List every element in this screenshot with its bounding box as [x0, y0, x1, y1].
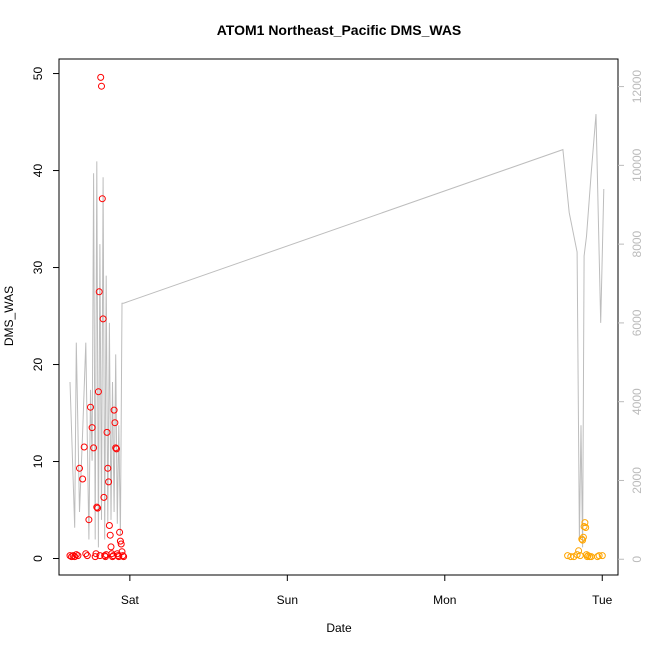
data-point — [584, 552, 592, 560]
y2-tick-label: 0 — [630, 556, 644, 563]
data-point — [101, 552, 109, 560]
x-tick-label: Sat — [121, 593, 140, 607]
data-point — [85, 516, 93, 524]
data-point — [575, 547, 583, 555]
y2-tick-label: 8000 — [630, 230, 644, 257]
x-tick-label: Sun — [277, 593, 298, 607]
data-point — [579, 533, 587, 541]
data-point — [573, 551, 581, 559]
y-tick-label: 10 — [31, 455, 45, 469]
data-point — [107, 543, 115, 551]
y-tick-label: 40 — [31, 164, 45, 178]
data-point — [88, 424, 96, 432]
data-point — [582, 524, 590, 531]
data-point — [97, 73, 105, 81]
data-point — [95, 288, 103, 296]
data-point — [112, 444, 120, 452]
data-point — [94, 388, 102, 396]
secondary-series-line — [69, 114, 605, 548]
x-axis-label: Date — [326, 621, 352, 635]
plot-frame — [58, 58, 619, 576]
data-point — [79, 475, 87, 483]
data-point — [74, 552, 82, 560]
data-point — [98, 195, 106, 203]
data-point — [94, 504, 102, 512]
data-point — [93, 503, 101, 511]
y2-tick-label: 2000 — [630, 467, 644, 494]
y2-tick-label: 10000 — [630, 148, 644, 182]
data-point — [598, 552, 606, 560]
data-point — [83, 552, 91, 560]
x-tick-label: Mon — [433, 593, 456, 607]
data-point — [116, 537, 124, 545]
data-point — [595, 552, 603, 560]
data-point — [118, 548, 126, 556]
x-tick-label: Tue — [592, 593, 613, 607]
y2-tick-label: 6000 — [630, 309, 644, 336]
data-point — [111, 419, 119, 427]
data-point — [69, 552, 77, 560]
data-point — [105, 478, 113, 486]
data-point — [116, 528, 124, 536]
data-point — [91, 553, 99, 561]
data-point — [105, 522, 113, 529]
data-point — [579, 536, 587, 544]
y-tick-label: 20 — [31, 358, 45, 372]
data-point — [90, 444, 98, 452]
y-axis-left: 0 10 20 30 40 50 — [31, 67, 59, 562]
data-point — [76, 464, 83, 472]
data-point — [117, 540, 125, 548]
y-tick-label: 50 — [31, 67, 45, 81]
x-axis: Sat Sun Mon Tue — [121, 575, 613, 607]
data-point — [581, 519, 589, 527]
data-point — [99, 315, 107, 323]
data-point — [103, 428, 111, 436]
data-point — [583, 553, 591, 561]
data-point — [567, 553, 575, 561]
data-point — [71, 553, 79, 561]
data-point — [72, 551, 80, 559]
y-axis-right: 0 2000 4000 6000 8000 10000 12000 — [618, 70, 644, 563]
data-point — [115, 553, 123, 561]
data-point — [100, 493, 108, 501]
data-point — [106, 531, 114, 539]
data-point — [580, 523, 588, 530]
data-point — [87, 403, 94, 411]
data-points — [66, 73, 606, 561]
chart-title: ATOM1 Northeast_Pacific DMS_WAS — [217, 22, 462, 38]
data-point — [578, 535, 586, 543]
y2-tick-label: 12000 — [630, 70, 644, 104]
data-point — [92, 550, 100, 558]
data-point — [594, 553, 601, 561]
data-point — [98, 82, 105, 90]
data-point — [104, 464, 112, 472]
y-tick-label: 30 — [31, 261, 45, 275]
data-point — [119, 552, 127, 560]
data-point — [113, 445, 120, 453]
data-point — [120, 553, 128, 561]
y-tick-label: 0 — [31, 555, 45, 562]
data-point — [82, 550, 90, 558]
data-point — [80, 443, 88, 451]
y-axis-label: DMS_WAS — [2, 286, 16, 346]
data-point — [110, 406, 118, 414]
y2-tick-label: 4000 — [630, 388, 644, 415]
